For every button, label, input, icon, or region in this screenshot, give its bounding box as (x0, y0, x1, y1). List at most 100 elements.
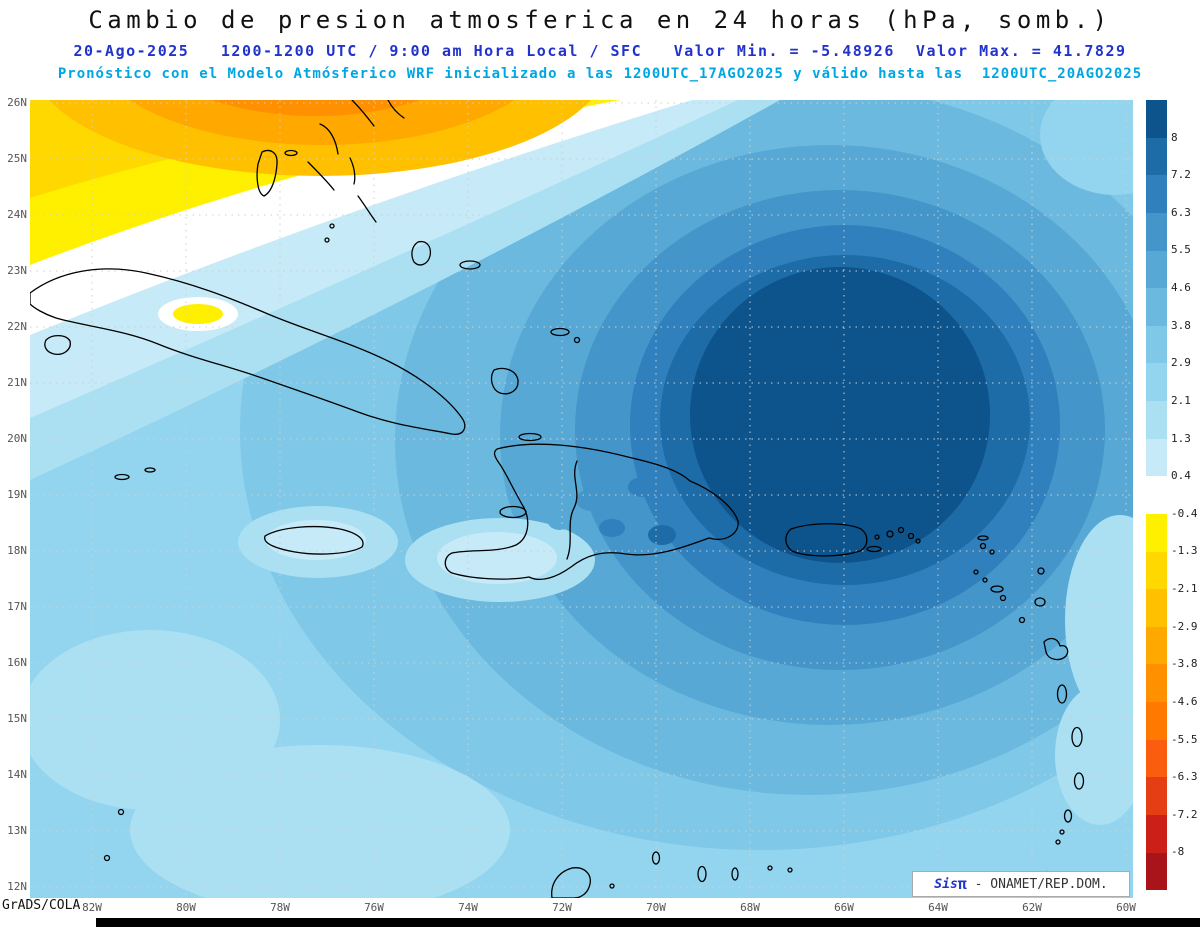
colorbar-segment (1146, 325, 1167, 364)
isla-juventud (44, 334, 71, 355)
colorbar-segment (1146, 250, 1167, 289)
colorbar-segment (1146, 551, 1167, 590)
lon-axis-label: 76W (364, 901, 384, 914)
onamet-badge: Sis π - ONAMET/REP.DOM. (912, 871, 1130, 897)
colorbar-label: 8 (1171, 130, 1178, 144)
colorbar-label: -2.9 (1171, 619, 1198, 633)
lon-axis-label: 82W (82, 901, 102, 914)
colorbar-label: 4.6 (1171, 281, 1191, 295)
lon-axis-label: 74W (458, 901, 478, 914)
colorbar-label: 2.1 (1171, 393, 1191, 407)
lon-axis-label: 80W (176, 901, 196, 914)
colorbar-label: 5.5 (1171, 243, 1191, 257)
colorbar-segment (1146, 664, 1167, 702)
colorbar-segment (1146, 476, 1167, 514)
badge-org-label (967, 877, 975, 892)
colorbar-label: -1.3 (1171, 544, 1198, 558)
lon-axis-label: 62W (1022, 901, 1042, 914)
bottom-black-strip (96, 918, 1200, 927)
cuba-negative-spot (158, 297, 238, 331)
grads-credit: GrADS/COLA (2, 898, 81, 913)
colorbar-label: -2.1 (1171, 582, 1198, 596)
lat-axis-label: 24N (7, 208, 27, 221)
colorbar-label: 3.8 (1171, 318, 1191, 332)
colorbar-segment (1146, 137, 1167, 176)
colorbar-segment (1146, 739, 1167, 778)
cuba-coastline (30, 268, 466, 435)
gonave-island (499, 505, 527, 519)
bahamas-islands (256, 100, 581, 395)
lesser-antilles (973, 535, 1085, 886)
coastal-halos (238, 506, 595, 602)
pressure-max-core (690, 267, 990, 563)
colorbar-segment (1146, 626, 1167, 665)
negative-anomaly-bands (30, 100, 780, 480)
lat-axis-label: 16N (7, 656, 27, 669)
lat-axis-label: 20N (7, 432, 27, 445)
haiti-dr-border (566, 460, 578, 560)
lat-axis-label: 12N (7, 880, 27, 893)
colorbar-label: -5.5 (1171, 732, 1198, 746)
colorbar-segment (1146, 852, 1167, 891)
colorbar-label: 1.3 (1171, 431, 1191, 445)
colorbar-label: -0.4 (1171, 506, 1198, 520)
lat-axis-label: 14N (7, 768, 27, 781)
colorbar-segment (1146, 363, 1167, 401)
tortuga-island (518, 432, 542, 442)
lat-axis-label: 19N (7, 488, 27, 501)
colorbar-label: -7.2 (1171, 807, 1198, 821)
coastlines (30, 100, 1085, 898)
colorbar-segment (1146, 175, 1167, 213)
colorbar-segment (1146, 589, 1167, 627)
lat-axis-label: 17N (7, 600, 27, 613)
jamaica-coastline (264, 525, 364, 555)
colorbar-segment (1146, 401, 1167, 439)
subtitle-validity-minmax: 20-Ago-2025 1200-1200 UTC / 9:00 am Hora… (73, 42, 1127, 60)
colorbar-segment (1146, 438, 1167, 477)
pale-patches (30, 100, 1133, 898)
virgin-islands (866, 526, 921, 553)
lon-axis-label: 72W (552, 901, 572, 914)
colorbar-label: -6.3 (1171, 770, 1198, 784)
colorbar-segment (1146, 702, 1167, 740)
map-area (30, 100, 1133, 898)
colorbar-label: -3.8 (1171, 657, 1198, 671)
colorbar-label: -4.6 (1171, 694, 1198, 708)
lat-axis-label: 23N (7, 264, 27, 277)
colorbar-segment (1146, 212, 1167, 251)
lon-axis-label: 68W (740, 901, 760, 914)
colorbar-label: 2.9 (1171, 356, 1191, 370)
lon-axis-label: 78W (270, 901, 290, 914)
lon-axis-label: 66W (834, 901, 854, 914)
colorbar-label: 6.3 (1171, 205, 1191, 219)
colorbar (1146, 100, 1167, 891)
colorbar-segment (1146, 814, 1167, 853)
lat-axis-label: 13N (7, 824, 27, 837)
page-title: Cambio de presion atmosferica en 24 hora… (88, 6, 1112, 34)
lat-axis-label: 26N (7, 96, 27, 109)
colorbar-segment (1146, 513, 1167, 552)
lon-axis-label: 60W (1116, 901, 1136, 914)
lon-axis-label: 64W (928, 901, 948, 914)
colorbar-segment (1146, 777, 1167, 815)
southern-islands (103, 808, 793, 898)
lat-axis-label: 15N (7, 712, 27, 725)
hispaniola-coastline (444, 443, 739, 581)
cayman-islands (114, 467, 156, 481)
subtitle-model-info: Pronóstico con el Modelo Atmósferico WRF… (57, 66, 1143, 82)
badge-sis-label: Sis (934, 876, 958, 892)
badge-org-text: - ONAMET/REP.DOM. (974, 876, 1108, 892)
lat-axis-label: 21N (7, 376, 27, 389)
colorbar-label: -8 (1171, 845, 1185, 859)
lat-axis-label: 18N (7, 544, 27, 557)
colorbar-label: 7.2 (1171, 168, 1191, 182)
lat-axis-label: 22N (7, 320, 27, 333)
colorbar-label: 0.4 (1171, 469, 1191, 483)
colorbar-segment (1146, 288, 1167, 326)
lat-axis-label: 25N (7, 152, 27, 165)
colorbar-segment (1146, 100, 1167, 138)
lon-axis-label: 70W (646, 901, 666, 914)
contour-field (30, 100, 1133, 898)
